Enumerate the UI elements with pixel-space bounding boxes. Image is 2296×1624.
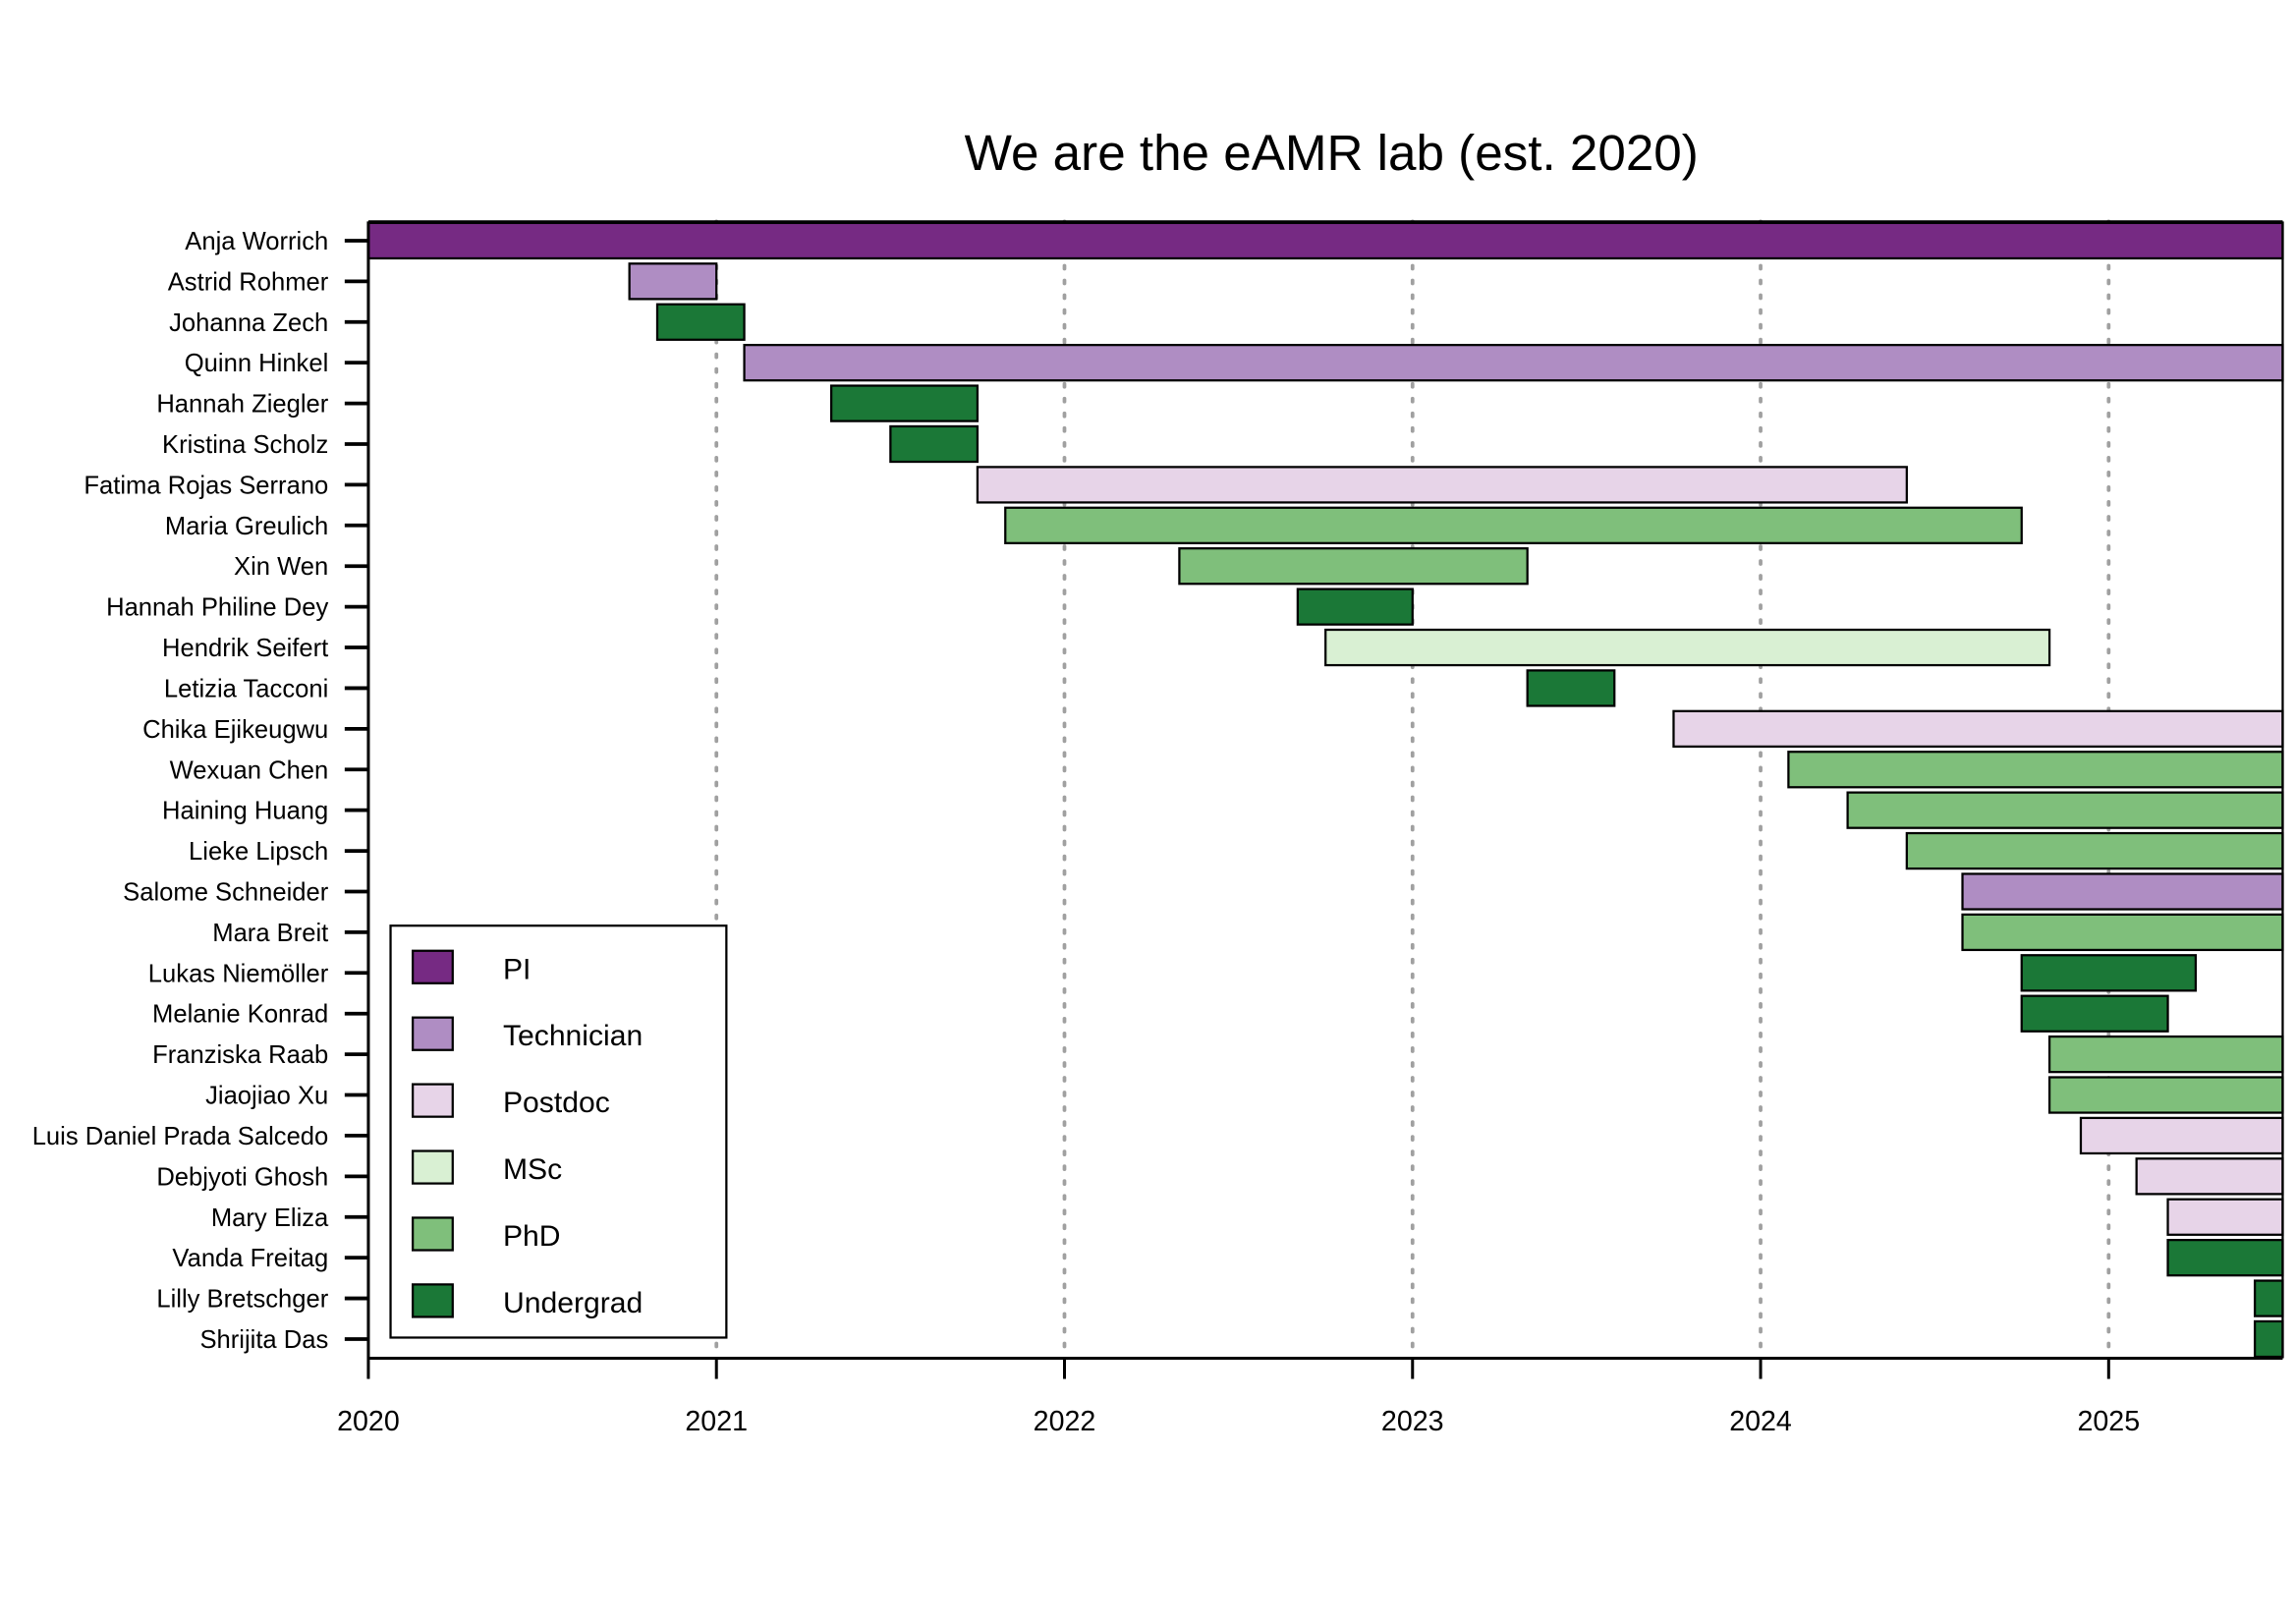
y-tick-label: Anja Worrich (185, 228, 328, 255)
y-tick-label: Lilly Bretschger (156, 1286, 328, 1314)
legend-swatch (411, 1216, 454, 1252)
y-tick-label: Kristina Scholz (162, 431, 328, 459)
legend: PI Technician Postdoc MSc PhD Undergrad (389, 924, 728, 1339)
bar-undergrad (2253, 1279, 2284, 1317)
bar-postdoc (2166, 1198, 2284, 1236)
bar-phd (1787, 751, 2284, 789)
legend-label: Undergrad (503, 1287, 643, 1319)
y-tick-label: Hendrik Seifert (162, 635, 328, 662)
y-tick-label: Fatima Rojas Serrano (84, 472, 328, 499)
y-tick-label: Lukas Niemöller (148, 960, 329, 987)
x-tick-label: 2024 (1729, 1406, 1792, 1437)
bar-postdoc (976, 466, 1908, 504)
bar-msc (1324, 628, 2051, 667)
bar-pi (366, 221, 2284, 260)
bar-technician (743, 344, 2284, 382)
bar-undergrad (2020, 994, 2169, 1033)
y-tick-label: Luis Daniel Prada Salcedo (32, 1123, 329, 1150)
bar-phd (1961, 913, 2284, 952)
y-tick-label: Astrid Rohmer (168, 268, 329, 296)
bar-undergrad (889, 424, 980, 464)
y-tick-label: Maria Greulich (165, 513, 328, 540)
y-tick-label: Quinn Hinkel (185, 350, 329, 377)
bar-phd (1178, 547, 1529, 586)
bar-undergrad (1526, 669, 1616, 707)
y-tick-label: Letizia Tacconi (164, 675, 328, 702)
y-tick-label: Debjyoti Ghosh (156, 1163, 328, 1191)
y-tick-label: Mara Breit (212, 920, 328, 947)
bar-undergrad (2020, 954, 2198, 992)
y-tick-label: Franziska Raab (152, 1041, 328, 1069)
legend-swatch (411, 1283, 454, 1318)
legend-label: Postdoc (503, 1087, 610, 1119)
bar-phd (2047, 1076, 2284, 1114)
bar-phd (1846, 791, 2284, 829)
bar-technician (628, 262, 718, 301)
legend-swatch (411, 1149, 454, 1185)
legend-label: MSc (503, 1153, 562, 1186)
y-tick-label: Wexuan Chen (170, 756, 329, 784)
legend-label: Technician (503, 1020, 643, 1052)
bar-undergrad (655, 303, 746, 341)
bar-postdoc (2135, 1157, 2284, 1196)
y-tick-label: Hannah Ziegler (156, 391, 328, 419)
bar-postdoc (2079, 1116, 2284, 1155)
y-tick-label: Mary Eliza (211, 1204, 329, 1232)
legend-box (389, 924, 728, 1339)
bar-phd (2047, 1035, 2284, 1074)
y-tick-label: Vanda Freitag (172, 1245, 328, 1272)
y-tick-label: Xin Wen (234, 553, 328, 581)
y-tick-label: Johanna Zech (169, 309, 328, 337)
x-tick-label: 2021 (685, 1406, 748, 1437)
bar-undergrad (2166, 1238, 2284, 1277)
legend-label: PhD (503, 1220, 561, 1253)
y-tick-label: Hannah Philine Dey (106, 594, 328, 622)
y-tick-label: Salome Schneider (123, 879, 329, 907)
x-tick-label: 2022 (1034, 1406, 1096, 1437)
x-tick-label: 2025 (2077, 1406, 2140, 1437)
bar-undergrad (1296, 588, 1414, 626)
y-tick-label: Chika Ejikeugwu (142, 716, 328, 744)
y-tick-label: Shrijita Das (199, 1326, 328, 1354)
y-tick-label: Lieke Lipsch (189, 838, 328, 866)
legend-swatch (411, 949, 454, 984)
bar-undergrad (829, 384, 980, 422)
bar-undergrad (2253, 1319, 2284, 1359)
y-tick-label: Jiaojiao Xu (205, 1083, 328, 1110)
bar-phd (1004, 506, 2023, 544)
chart-title: We are the eAMR lab (est. 2020) (965, 125, 1699, 181)
legend-swatch (411, 1083, 454, 1118)
legend-swatch (411, 1016, 454, 1051)
x-tick-label: 2023 (1381, 1406, 1444, 1437)
x-tick-label: 2020 (337, 1406, 400, 1437)
bar-postdoc (1672, 709, 2284, 749)
bar-phd (1905, 831, 2284, 870)
y-tick-label: Haining Huang (162, 798, 328, 825)
legend-label: PI (503, 953, 531, 985)
bar-technician (1961, 872, 2284, 911)
y-tick-label: Melanie Konrad (152, 1001, 328, 1029)
